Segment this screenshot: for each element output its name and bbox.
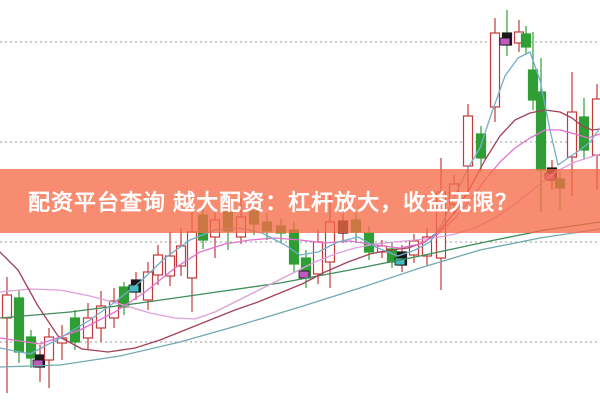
ma-maroon [0, 109, 600, 353]
candle-body-down [527, 69, 539, 101]
candle-body-up [43, 336, 55, 361]
candle-body-up [142, 271, 154, 301]
ma-long-teal [0, 228, 600, 368]
candle-tag-magenta [499, 37, 511, 46]
candle-body-down [288, 229, 300, 265]
candle-body-down [13, 297, 25, 353]
headline-banner: 配资平台查询 越大配资：杠杆放大，收益无限？ [0, 169, 600, 233]
candle-body-up [164, 255, 176, 277]
candle-body-down [578, 116, 590, 151]
ma-orchid [0, 129, 600, 345]
candle-body-down [25, 336, 37, 359]
candle-tag-magenta [298, 270, 310, 279]
candle-body-down [118, 286, 130, 308]
candle-body-down [520, 33, 532, 48]
headline-text: 配资平台查询 越大配资：杠杆放大，收益无限？ [28, 190, 519, 215]
candle-body-up [462, 115, 474, 167]
candle-tag-cyan [128, 284, 140, 293]
candle-tag-magenta [32, 359, 44, 368]
candle-body-up [408, 240, 420, 256]
candle-body-up [1, 294, 13, 319]
ma-fast-cyan [0, 51, 600, 355]
candle-body-up [312, 241, 324, 275]
candle-body-up [489, 32, 501, 108]
candle-body-up [591, 98, 600, 156]
